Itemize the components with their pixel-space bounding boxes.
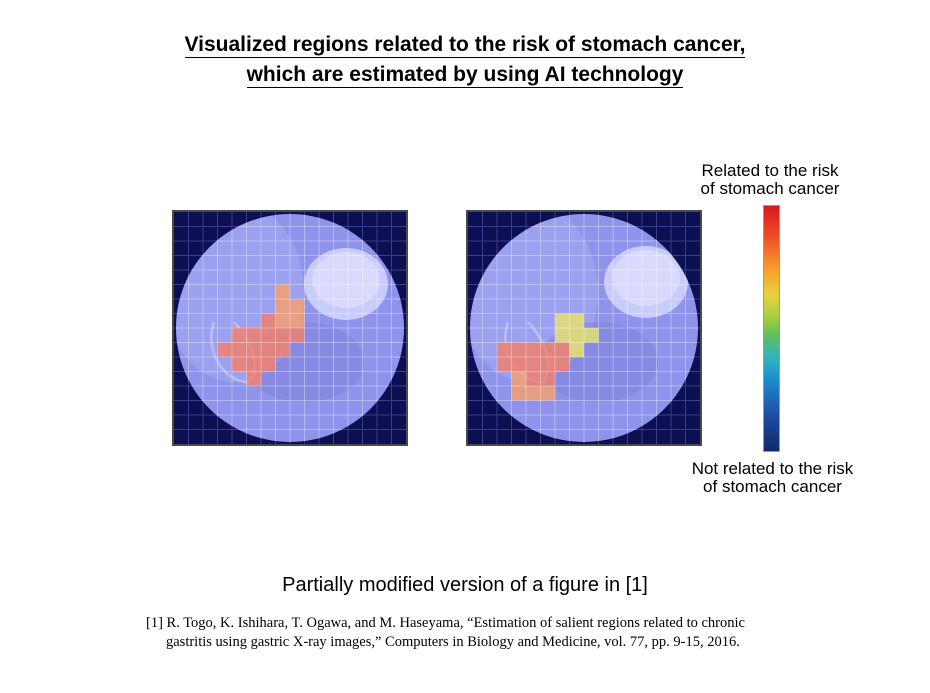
- heat-cell: [275, 342, 290, 357]
- gas-bubble-highlight: [612, 250, 680, 306]
- heat-cell: [290, 313, 305, 328]
- heat-cell: [526, 342, 541, 357]
- heat-cell: [497, 357, 512, 372]
- heat-cell: [555, 313, 570, 328]
- heat-cell: [526, 371, 541, 386]
- title-line-2: which are estimated by using AI technolo…: [246, 63, 684, 88]
- heat-cell: [569, 313, 584, 328]
- legend-bottom-label: Not related to the risk of stomach cance…: [670, 460, 875, 496]
- legend-bottom-line-1: Not related to the risk: [691, 459, 854, 478]
- heat-cell: [540, 342, 555, 357]
- heat-cell: [275, 284, 290, 299]
- figure-caption: Partially modified version of a figure i…: [282, 574, 648, 596]
- xray-right: [466, 210, 702, 446]
- heat-cell: [511, 386, 526, 401]
- heat-cell: [540, 357, 555, 372]
- heat-cell: [261, 328, 276, 343]
- heat-cell: [290, 328, 305, 343]
- heat-cell: [540, 371, 555, 386]
- legend-top-label: Related to the risk of stomach cancer: [680, 162, 860, 198]
- heat-cell: [569, 328, 584, 343]
- heat-cell: [261, 342, 276, 357]
- reference: [1] R. Togo, K. Ishihara, T. Ogawa, and …: [146, 614, 846, 652]
- reference-line-1: [1] R. Togo, K. Ishihara, T. Ogawa, and …: [146, 615, 745, 631]
- heat-cell: [555, 328, 570, 343]
- legend-bottom-line-2: of stomach cancer: [703, 477, 842, 496]
- heat-cell: [526, 386, 541, 401]
- gas-bubble-highlight: [312, 252, 380, 308]
- heat-cell: [246, 371, 261, 386]
- title-line-1: Visualized regions related to the risk o…: [184, 33, 746, 58]
- heat-cell: [232, 328, 247, 343]
- heat-cell: [569, 342, 584, 357]
- color-scale-bar: [763, 205, 780, 452]
- heat-cell: [217, 342, 232, 357]
- heat-cell: [540, 386, 555, 401]
- legend-top-line-2: of stomach cancer: [700, 179, 840, 198]
- heat-cell: [232, 342, 247, 357]
- heat-cell: [261, 357, 276, 372]
- heat-cell: [275, 299, 290, 314]
- heat-cell: [526, 357, 541, 372]
- heat-cell: [275, 328, 290, 343]
- legend-top-line-1: Related to the risk: [701, 161, 839, 180]
- heat-cell: [275, 313, 290, 328]
- heat-cell: [261, 313, 276, 328]
- heat-cell: [511, 357, 526, 372]
- heat-cell: [584, 328, 599, 343]
- xray-left-image: [174, 212, 406, 444]
- reference-line-2: gastritis using gastric X-ray images,” C…: [166, 634, 740, 650]
- heat-cell: [232, 357, 247, 372]
- heat-cell: [246, 342, 261, 357]
- heat-cell: [497, 342, 512, 357]
- heat-cell: [511, 342, 526, 357]
- heat-cell: [246, 328, 261, 343]
- heat-cell: [555, 357, 570, 372]
- heat-cell: [511, 371, 526, 386]
- xray-left: [172, 210, 408, 446]
- heat-cell: [290, 299, 305, 314]
- xray-right-image: [468, 212, 700, 444]
- heat-cell: [246, 357, 261, 372]
- heat-cell: [555, 342, 570, 357]
